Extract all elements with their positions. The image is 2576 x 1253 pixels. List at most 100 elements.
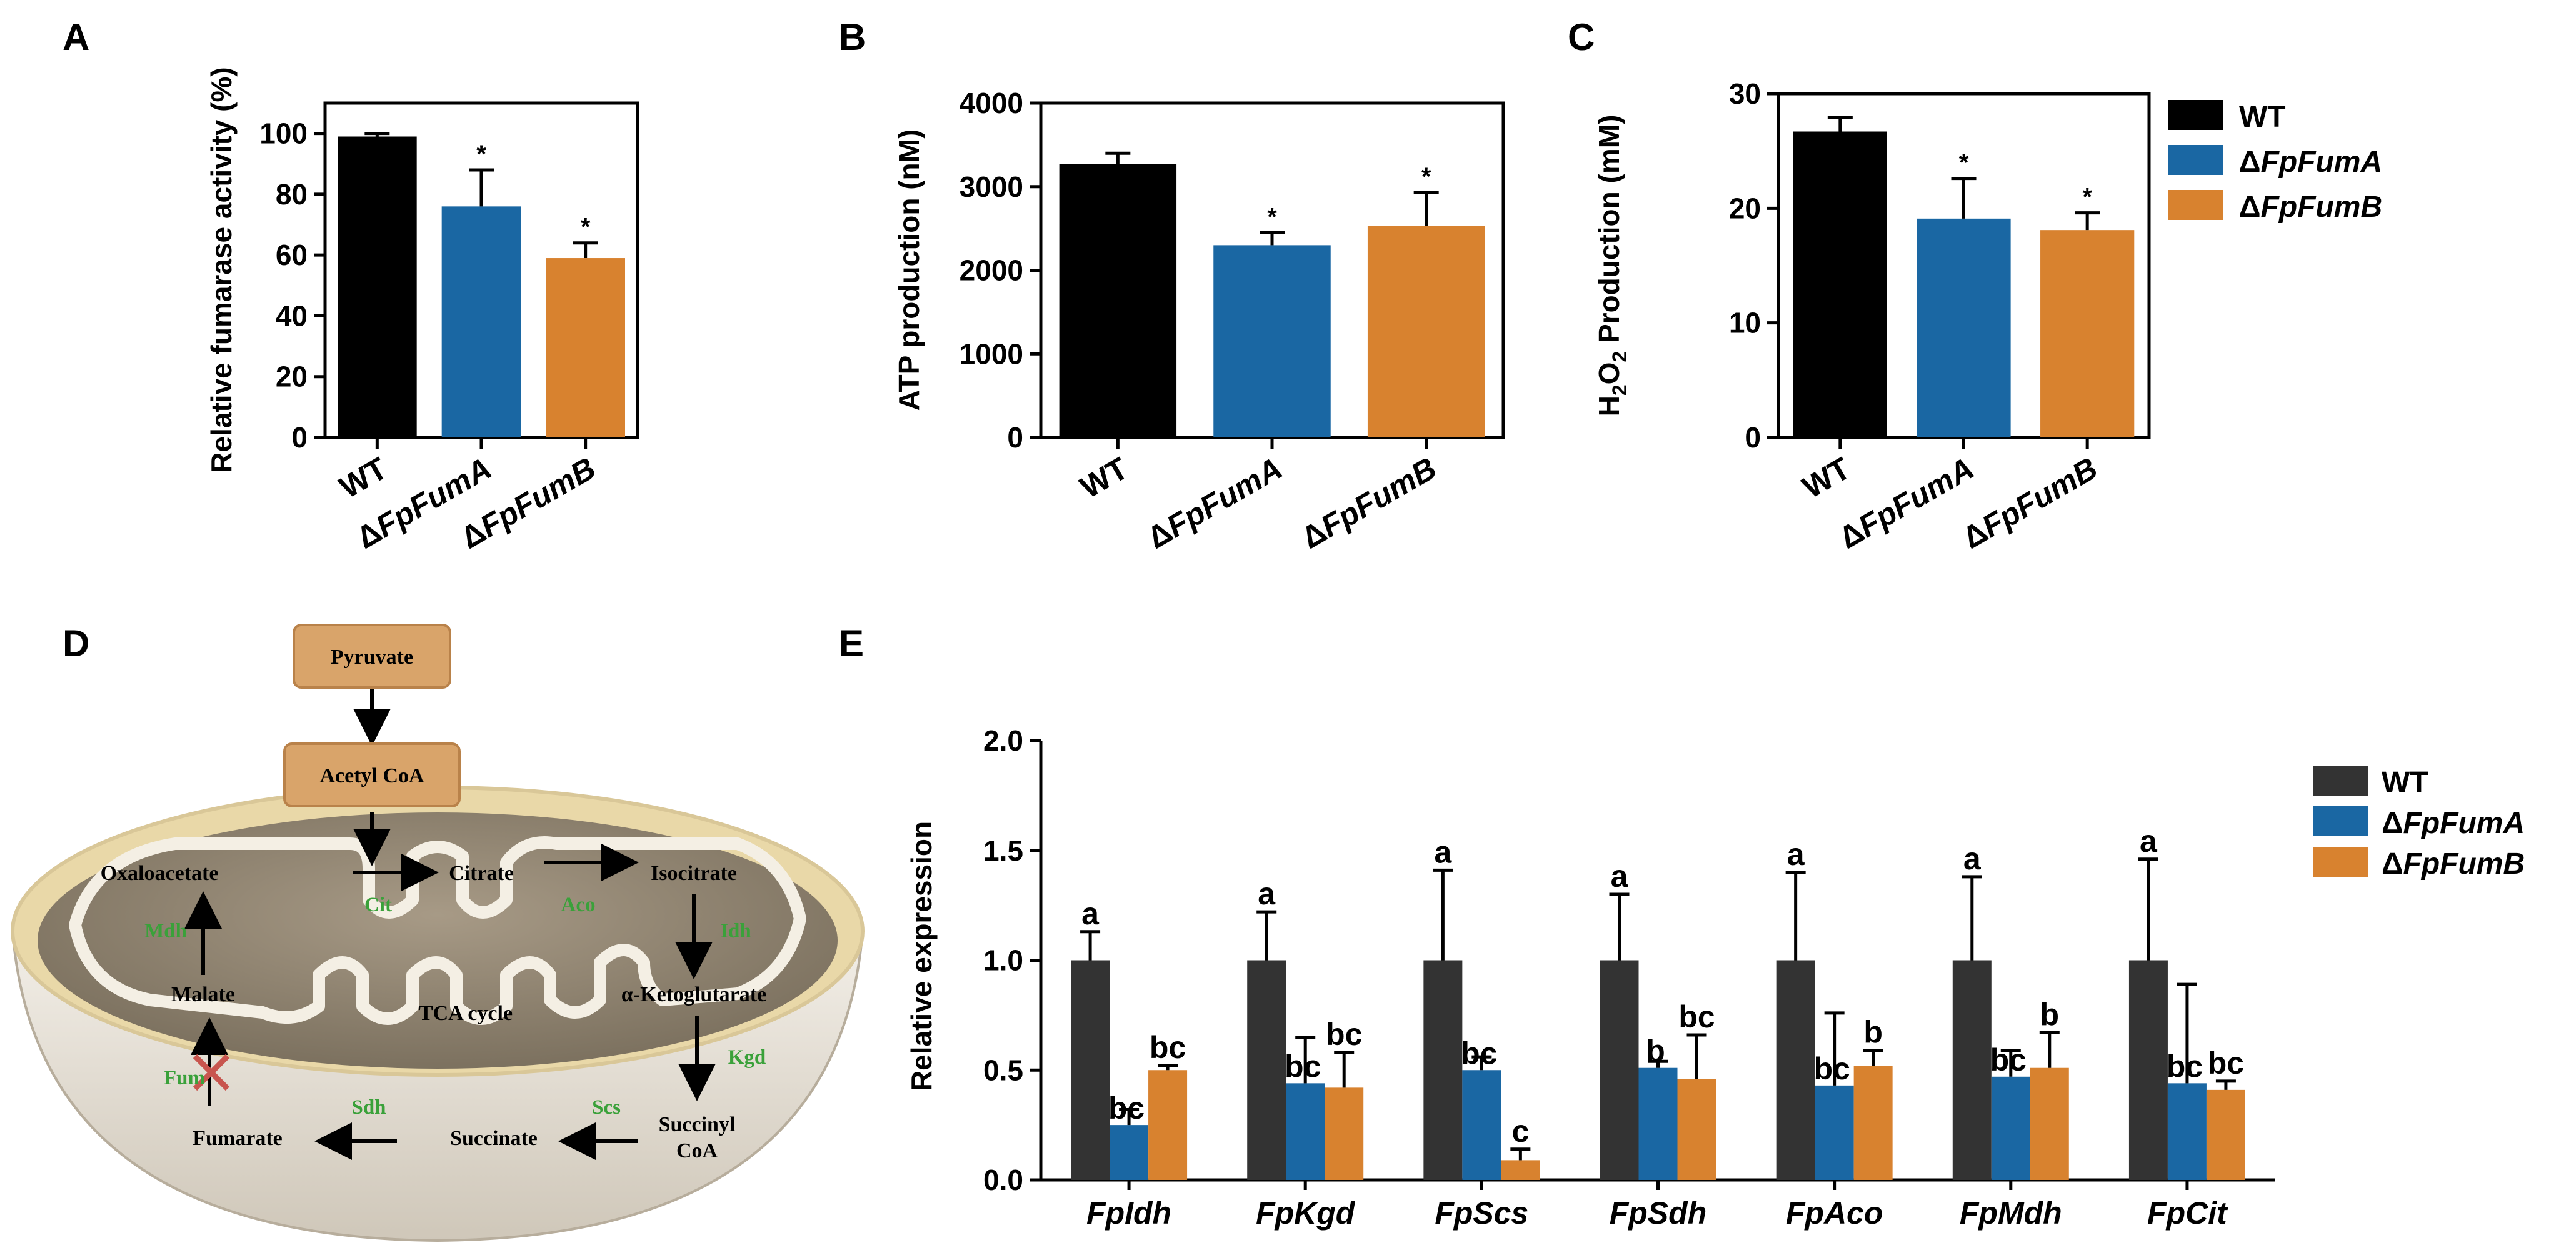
enzyme-aco: Aco (561, 894, 596, 916)
x-tick-label: ΔFpFumB (1295, 451, 1442, 556)
bar (2040, 230, 2135, 437)
x-tick-label: FpMdh (1960, 1196, 2062, 1231)
significance-letter: a (2140, 824, 2158, 859)
y-axis-label: H2O2 Production (mM) (1593, 115, 1631, 417)
enzyme-sdh: Sdh (351, 1096, 386, 1119)
significance-letter: bc (1461, 1036, 1497, 1071)
significance-letter: bc (1285, 1049, 1321, 1084)
bar (1952, 960, 1992, 1180)
enzyme-mdh: Mdh (144, 920, 187, 942)
significance-letter: c (1511, 1114, 1529, 1149)
legend-e-fumb-label: ΔFpFumB (2382, 847, 2525, 881)
panel-label-e: E (839, 622, 864, 664)
error-bar (1863, 1049, 1883, 1066)
bar (1991, 1076, 2030, 1180)
error-bar (1105, 151, 1131, 164)
bar (2030, 1067, 2069, 1180)
x-tick-name: WT (1075, 451, 1134, 505)
legend-fumb-label: ΔFpFumB (2239, 191, 2382, 224)
significance-letter: bc (1150, 1030, 1186, 1065)
y-tick-label: 0.0 (983, 1164, 1023, 1196)
y-tick-label: 2.0 (983, 724, 1023, 757)
error-bar (1158, 1064, 1178, 1071)
bar (1071, 960, 1110, 1180)
error-bar (1256, 910, 1277, 961)
error-bar (1686, 1033, 1707, 1079)
significance-marker: * (1959, 149, 1969, 177)
significance-letter: bc (1678, 999, 1715, 1034)
bar (1059, 164, 1177, 437)
error-bar (364, 132, 390, 137)
bar (1110, 1125, 1149, 1180)
x-tick-label: ΔFpFumA (1141, 451, 1288, 556)
y-axis-label-part: O (1593, 362, 1625, 385)
y-tick-label: 60 (276, 239, 308, 271)
bar (1776, 960, 1815, 1180)
error-bar (1413, 191, 1439, 226)
y-tick-label: 1.0 (983, 944, 1023, 977)
blocked-step-icon (193, 1054, 230, 1091)
legend-abc: WT ΔFpFumA ΔFpFumB (2168, 100, 2382, 224)
bar (1600, 960, 1639, 1180)
y-tick-label: 10 (1729, 307, 1761, 339)
succinate-label: Succinate (450, 1127, 538, 1150)
bar (2128, 960, 2168, 1180)
x-tick-label: WT (334, 451, 393, 505)
significance-letter: b (1863, 1015, 1883, 1050)
significance-letter: bc (1990, 1042, 2027, 1077)
pyruvate-label: Pyruvate (331, 646, 413, 669)
enzyme-cit: Cit (364, 894, 392, 916)
x-tick-label: FpSdh (1610, 1196, 1707, 1231)
bar (1247, 960, 1286, 1180)
y-axis-label-part: Production (mM) (1593, 115, 1625, 351)
x-tick-name: FpFumA (1161, 451, 1288, 544)
legend-fuma-label: ΔFpFumA (2239, 146, 2382, 179)
legend-wt-swatch (2168, 100, 2223, 130)
y-tick-label: 4000 (960, 87, 1023, 119)
bar (1853, 1066, 1893, 1180)
x-tick-name: FpFumB (474, 451, 602, 544)
significance-letter: a (1787, 837, 1805, 872)
acetyl-coa-box (283, 742, 461, 807)
enzyme-kgd: Kgd (728, 1046, 766, 1069)
y-tick-label: 0 (291, 421, 308, 454)
panel-label-b: B (839, 16, 866, 58)
error-bar (1785, 871, 1806, 961)
error-bar (2215, 1079, 2236, 1090)
y-tick-label: 2000 (960, 254, 1023, 287)
y-tick-label: 20 (1729, 192, 1761, 224)
significance-letter: b (2040, 997, 2060, 1032)
bar (441, 206, 521, 437)
x-tick-name: WT (1797, 451, 1856, 505)
succinyl-label-2: CoA (676, 1139, 718, 1162)
akg-label: α-Ketoglutarate (621, 983, 766, 1006)
y-tick-label: 3000 (960, 171, 1023, 203)
y-axis-label-part: 2 (1608, 351, 1631, 362)
bar (2206, 1089, 2245, 1180)
significance-letter: bc (1326, 1017, 1362, 1052)
malate-label: Malate (171, 983, 235, 1006)
x-tick-label: FpScs (1435, 1196, 1528, 1231)
error-bar (469, 168, 494, 207)
oxaloacetate-label: Oxaloacetate (101, 862, 219, 885)
bar (338, 136, 417, 437)
error-bar (1951, 177, 1977, 219)
error-bar (2000, 1049, 2021, 1077)
significance-letter: bc (1813, 1051, 1850, 1086)
error-bar (1962, 875, 1982, 961)
error-bar (1260, 231, 1285, 246)
succinyl-label-1: Succinyl (659, 1113, 736, 1136)
y-axis-label: Relative expression (905, 821, 938, 1091)
error-bar (1119, 1108, 1140, 1126)
x-tick-name: WT (334, 451, 393, 505)
legend-e: WT ΔFpFumA ΔFpFumB (2313, 766, 2525, 881)
error-bar (2075, 211, 2100, 231)
x-tick-name: FpFumB (1315, 451, 1443, 544)
bar (1462, 1070, 1501, 1180)
bar (1793, 131, 1887, 437)
significance-marker: * (476, 141, 486, 168)
panel-a-chart: 0 20 40 60 80 100 Relative fumarase activity (… (205, 67, 639, 556)
significance-letter: a (1081, 896, 1100, 931)
error-bar (573, 241, 598, 259)
